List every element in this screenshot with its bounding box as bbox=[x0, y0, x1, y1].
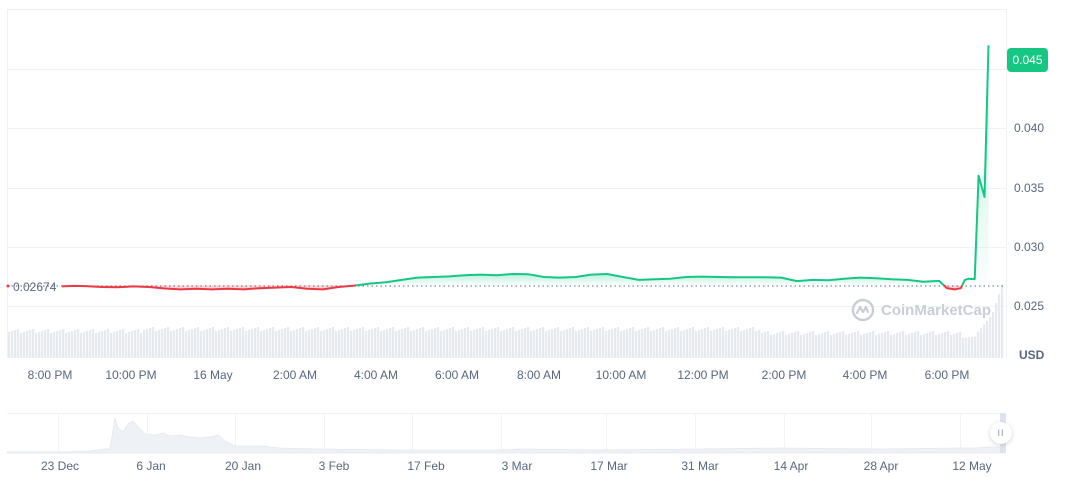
navigator-x-tick: 20 Jan bbox=[224, 459, 262, 473]
reference-price-label: 0.02674 bbox=[13, 280, 57, 294]
grid bbox=[7, 9, 1007, 358]
price-line bbox=[61, 45, 990, 291]
x-tick: 8:00 PM bbox=[27, 368, 73, 382]
navigator-x-tick: 3 Mar bbox=[501, 459, 533, 473]
price-area bbox=[62, 45, 989, 290]
volume-bars bbox=[8, 285, 1004, 358]
x-tick: 4:00 PM bbox=[842, 368, 888, 382]
x-tick: 16 May bbox=[193, 368, 233, 382]
x-tick: 8:00 AM bbox=[516, 368, 562, 382]
y-tick: 0.040 bbox=[1014, 121, 1045, 135]
coinmarketcap-logo-icon bbox=[851, 298, 875, 322]
navigator-x-tick: 17 Mar bbox=[590, 459, 628, 473]
navigator-x-tick: 17 Feb bbox=[407, 459, 445, 473]
navigator-grid bbox=[58, 413, 961, 453]
y-tick: 0.030 bbox=[1014, 240, 1045, 254]
x-tick: 10:00 PM bbox=[105, 368, 157, 382]
x-tick: 4:00 AM bbox=[353, 368, 399, 382]
navigator-x-tick: 12 May bbox=[952, 459, 992, 473]
navigator-x-tick: 23 Dec bbox=[40, 459, 80, 473]
y-tick: 0.025 bbox=[1014, 299, 1045, 313]
coinmarketcap-watermark: CoinMarketCap bbox=[851, 298, 991, 322]
navigator-x-tick: 31 Mar bbox=[681, 459, 719, 473]
x-tick: 2:00 AM bbox=[272, 368, 318, 382]
navigator-x-tick: 6 Jan bbox=[136, 459, 166, 473]
watermark-text: CoinMarketCap bbox=[881, 301, 992, 319]
x-tick: 6:00 PM bbox=[924, 368, 970, 382]
reference-dot bbox=[6, 284, 10, 288]
navigator-area bbox=[6, 417, 1003, 454]
navigator-x-tick: 3 Feb bbox=[318, 459, 350, 473]
currency-label: USD bbox=[1019, 348, 1045, 362]
x-tick: 12:00 PM bbox=[677, 368, 729, 382]
drag-handle-icon: II bbox=[997, 428, 1005, 438]
price-chart[interactable] bbox=[0, 0, 1072, 400]
navigator-chart[interactable] bbox=[0, 405, 1072, 455]
x-tick: 10:00 AM bbox=[595, 368, 647, 382]
current-price-badge: 0.045 bbox=[1007, 48, 1048, 72]
y-tick: 0.035 bbox=[1014, 181, 1045, 195]
navigator-drag-handle[interactable]: II bbox=[990, 422, 1012, 444]
x-tick: 2:00 PM bbox=[761, 368, 807, 382]
x-tick: 6:00 AM bbox=[434, 368, 480, 382]
navigator-x-tick: 14 Apr bbox=[773, 459, 809, 473]
navigator-x-tick: 28 Apr bbox=[863, 459, 899, 473]
